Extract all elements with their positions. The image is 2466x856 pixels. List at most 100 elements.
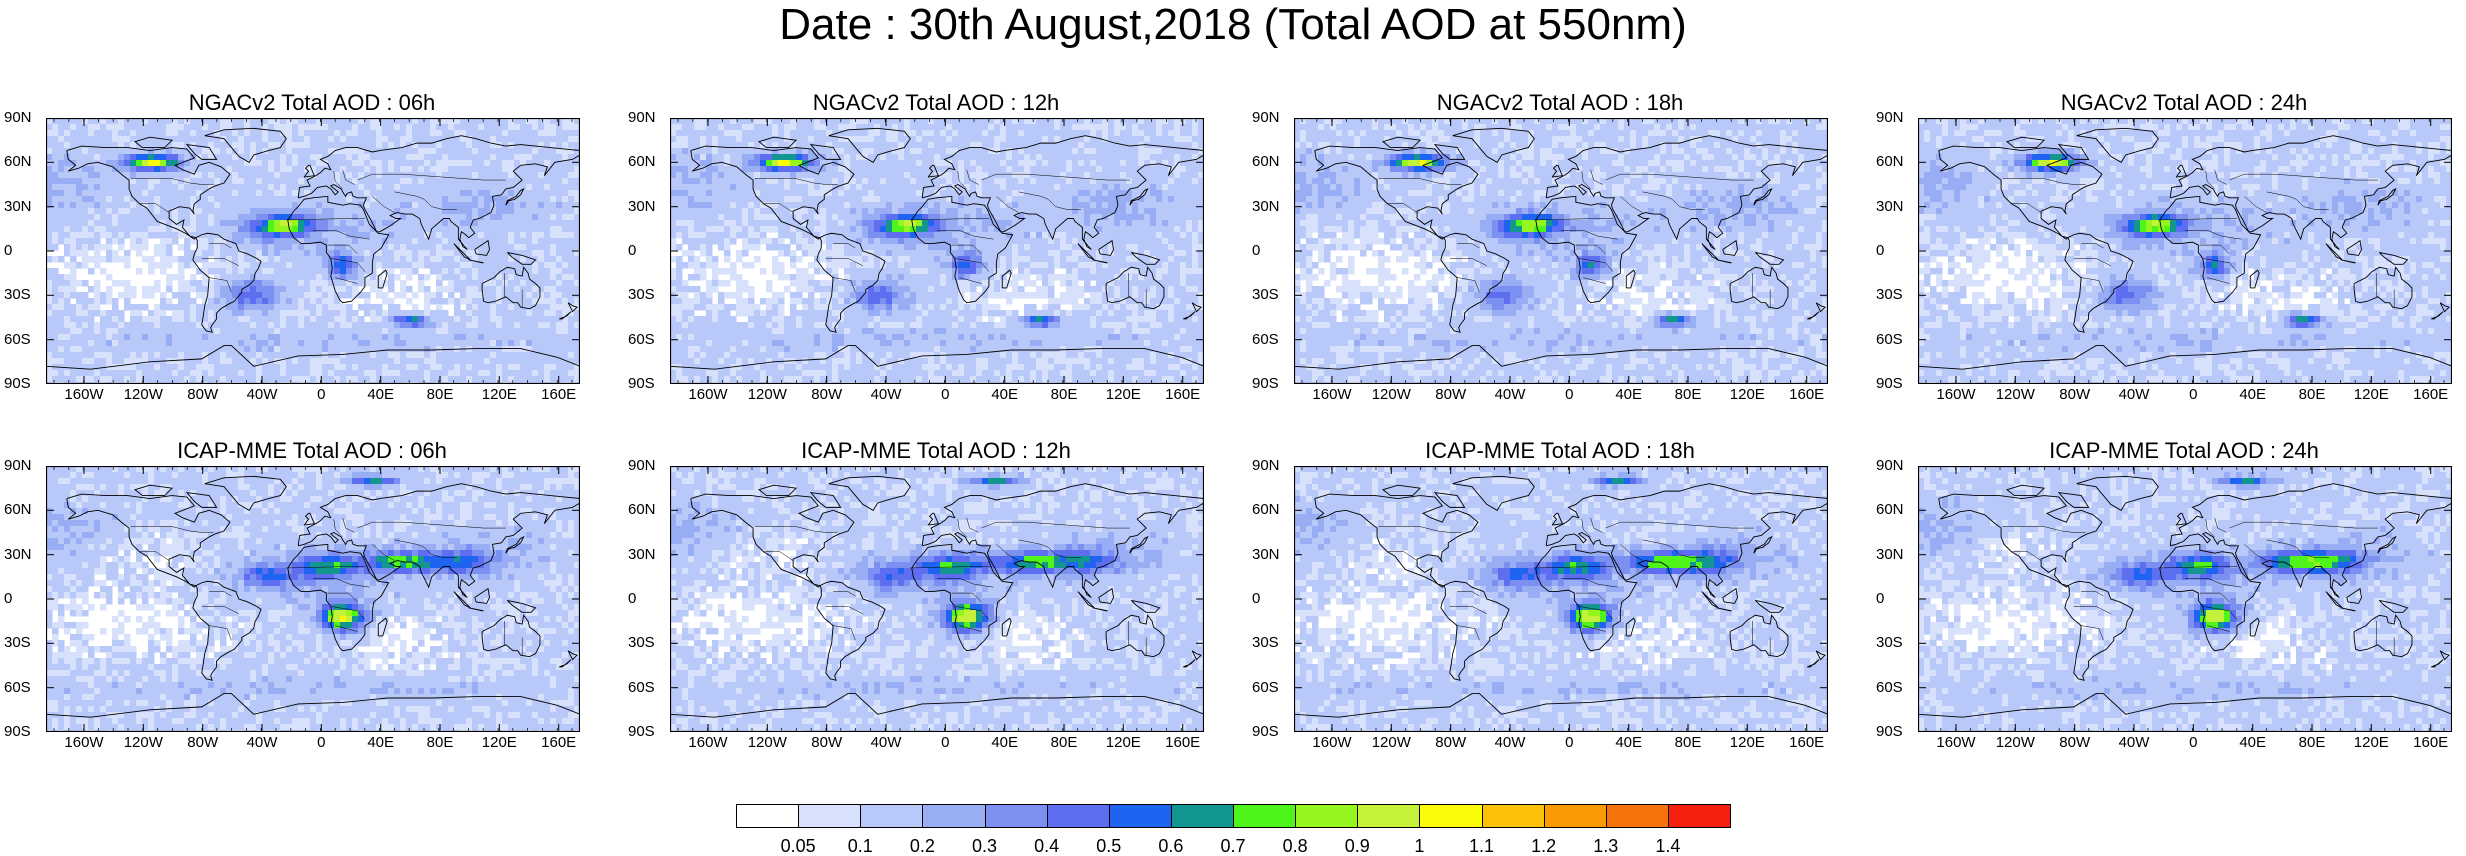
- latitude-tick-label: 0: [628, 591, 668, 607]
- aod-map: [1918, 466, 2452, 732]
- panel-title: ICAP-MME Total AOD : 18h: [1248, 438, 1872, 464]
- aod-field: [1294, 118, 1828, 384]
- latitude-tick-label: 60S: [628, 680, 668, 696]
- latitude-tick-label: 60N: [4, 154, 44, 170]
- colorbar-swatch: [1171, 804, 1234, 828]
- aod-map-svg: [46, 466, 580, 732]
- latitude-tick-label: 60N: [1876, 502, 1916, 518]
- latitude-tick-label: 60S: [4, 332, 44, 348]
- latitude-tick-label: 30S: [1252, 287, 1292, 303]
- latitude-tick-label: 30N: [628, 547, 668, 563]
- colorbar-swatch: [1233, 804, 1296, 828]
- aod-field: [1294, 466, 1828, 732]
- aod-map-svg: [46, 118, 580, 384]
- panel-title: ICAP-MME Total AOD : 24h: [1872, 438, 2466, 464]
- colorbar-label: 0.1: [830, 836, 890, 856]
- latitude-tick-label: 60N: [1252, 154, 1292, 170]
- colorbar-swatch: [1419, 804, 1482, 828]
- latitude-tick-label: 90N: [1252, 110, 1292, 126]
- latitude-tick-label: 30N: [4, 199, 44, 215]
- latitude-tick-label: 90N: [1252, 458, 1292, 474]
- panel-title: ICAP-MME Total AOD : 06h: [0, 438, 624, 464]
- latitude-tick-label: 30N: [1252, 199, 1292, 215]
- latitude-tick-label: 60S: [1876, 332, 1916, 348]
- colorbar-swatch: [1482, 804, 1545, 828]
- aod-map: [1294, 118, 1828, 384]
- longitude-tick-label: 160E: [1772, 386, 1842, 404]
- latitude-tick-label: 30S: [4, 635, 44, 651]
- latitude-tick-label: 0: [1876, 243, 1916, 259]
- colorbar-swatch: [1357, 804, 1420, 828]
- latitude-tick-label: 0: [1876, 591, 1916, 607]
- aod-field: [670, 466, 1204, 732]
- latitude-tick-label: 30N: [1876, 547, 1916, 563]
- latitude-tick-label: 90S: [1876, 724, 1916, 740]
- longitude-tick-label: 160E: [1148, 386, 1218, 404]
- colorbar-label: 1.1: [1452, 836, 1512, 856]
- latitude-tick-label: 60S: [1876, 680, 1916, 696]
- latitude-tick-label: 60N: [1876, 154, 1916, 170]
- aod-map: [670, 118, 1204, 384]
- colorbar-label: 1.3: [1576, 836, 1636, 856]
- latitude-tick-label: 30N: [1252, 547, 1292, 563]
- colorbar-label: 0.8: [1265, 836, 1325, 856]
- colorbar-label: 0.4: [1017, 836, 1077, 856]
- colorbar-label: 1.2: [1514, 836, 1574, 856]
- colorbar-label: 1: [1389, 836, 1449, 856]
- latitude-tick-label: 90N: [4, 458, 44, 474]
- latitude-tick-label: 0: [4, 591, 44, 607]
- latitude-tick-label: 90S: [4, 724, 44, 740]
- colorbar-label: 0.2: [892, 836, 952, 856]
- panel-title: NGACv2 Total AOD : 18h: [1248, 90, 1872, 116]
- latitude-tick-label: 60S: [1252, 680, 1292, 696]
- aod-map: [46, 118, 580, 384]
- aod-map-svg: [670, 118, 1204, 384]
- colorbar-label: 0.9: [1327, 836, 1387, 856]
- latitude-tick-label: 90N: [628, 458, 668, 474]
- latitude-tick-label: 60S: [628, 332, 668, 348]
- aod-field: [670, 118, 1204, 384]
- latitude-tick-label: 0: [628, 243, 668, 259]
- panel-title: NGACv2 Total AOD : 06h: [0, 90, 624, 116]
- latitude-tick-label: 30N: [1876, 199, 1916, 215]
- latitude-tick-label: 30S: [1252, 635, 1292, 651]
- latitude-tick-label: 0: [1252, 243, 1292, 259]
- latitude-tick-label: 90N: [4, 110, 44, 126]
- longitude-tick-label: 160E: [524, 734, 594, 752]
- latitude-tick-label: 30N: [4, 547, 44, 563]
- colorbar-swatch: [1109, 804, 1172, 828]
- longitude-tick-label: 160E: [524, 386, 594, 404]
- longitude-tick-label: 160E: [1148, 734, 1218, 752]
- colorbar-swatch: [860, 804, 923, 828]
- aod-map-svg: [670, 466, 1204, 732]
- longitude-tick-label: 160E: [2396, 386, 2466, 404]
- latitude-tick-label: 60S: [4, 680, 44, 696]
- colorbar-swatch: [1295, 804, 1358, 828]
- aod-field: [1918, 466, 2452, 732]
- colorbar-label: 1.4: [1638, 836, 1698, 856]
- colorbar-label: 0.05: [768, 836, 828, 856]
- longitude-tick-label: 160E: [1772, 734, 1842, 752]
- latitude-tick-label: 0: [1252, 591, 1292, 607]
- latitude-tick-label: 60N: [628, 502, 668, 518]
- panel-title: ICAP-MME Total AOD : 12h: [624, 438, 1248, 464]
- latitude-tick-label: 30N: [628, 199, 668, 215]
- latitude-tick-label: 0: [4, 243, 44, 259]
- colorbar-swatch: [922, 804, 985, 828]
- latitude-tick-label: 90N: [628, 110, 668, 126]
- latitude-tick-label: 30S: [1876, 287, 1916, 303]
- aod-map: [1294, 466, 1828, 732]
- colorbar-label: 0.3: [955, 836, 1015, 856]
- colorbar-swatch: [1047, 804, 1110, 828]
- page-title: Date : 30th August,2018 (Total AOD at 55…: [0, 0, 2466, 50]
- colorbar-swatch: [1544, 804, 1607, 828]
- aod-field: [46, 118, 580, 384]
- longitude-tick-label: 160E: [2396, 734, 2466, 752]
